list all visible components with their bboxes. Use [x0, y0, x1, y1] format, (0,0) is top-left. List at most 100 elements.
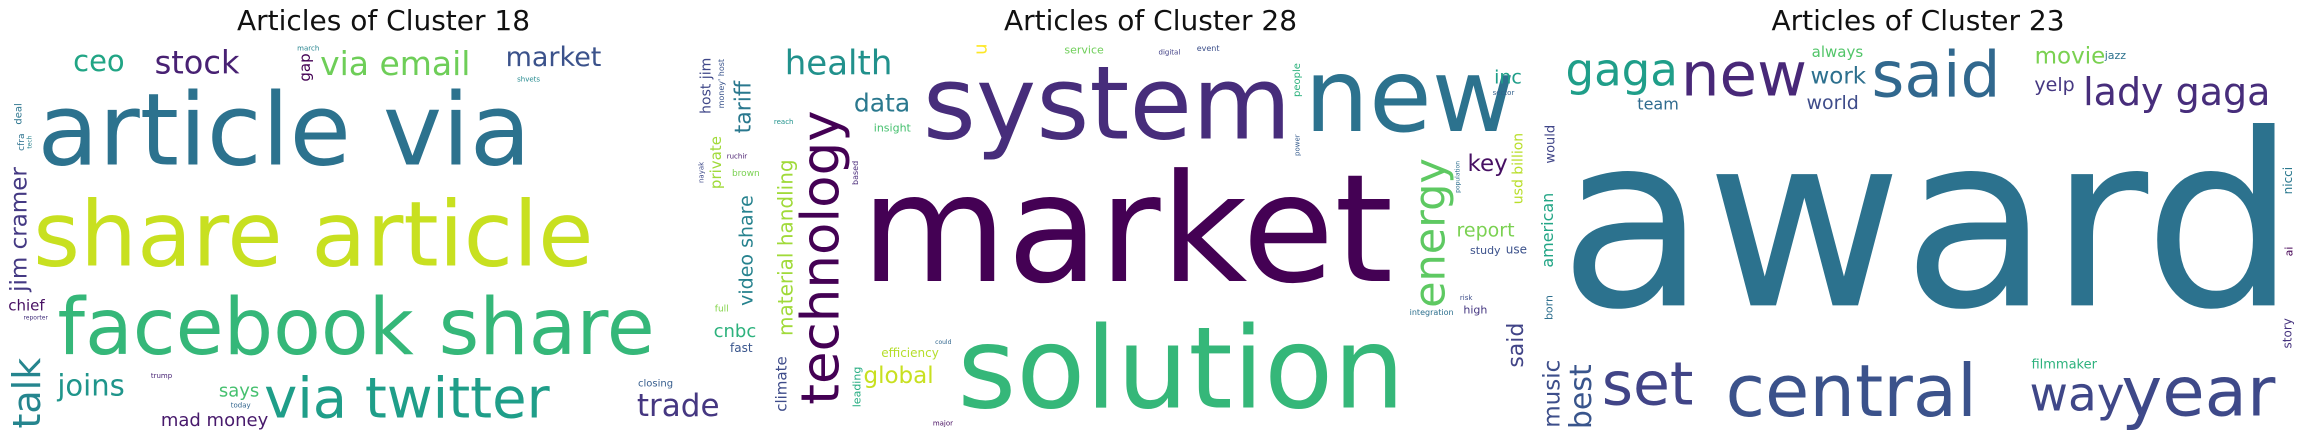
word-filmmaker: filmmaker — [2031, 357, 2097, 372]
word-host-jim: host jim — [699, 58, 715, 114]
word-technology: technology — [790, 110, 851, 404]
word-gap: gap — [296, 53, 314, 81]
word-jim-cramer: jim cramer — [8, 167, 33, 293]
word-nicci: nicci — [2281, 167, 2295, 194]
word-central: central — [1725, 349, 1976, 431]
word-full: full — [715, 305, 729, 315]
word-nayak: nayak — [698, 161, 706, 183]
word-sector: sector — [1493, 89, 1515, 97]
word-brown: brown — [732, 169, 760, 179]
word-set: set — [1602, 349, 1694, 419]
word-ceo: ceo — [73, 44, 125, 78]
cluster-18-panel: Articles of Cluster 18 share article arti… — [0, 0, 767, 435]
word-leading: leading — [850, 367, 863, 408]
word-tariff: tariff — [731, 80, 756, 133]
word-people: people — [1292, 63, 1303, 97]
word-always: always — [1812, 44, 1864, 61]
word-health: health — [785, 44, 893, 83]
word-share-article: share article — [33, 183, 593, 288]
word-digital: digital — [1159, 48, 1181, 56]
word-way: way — [2030, 368, 2125, 423]
word-award: award — [1559, 82, 2296, 362]
cluster-18-title: Articles of Cluster 18 — [236, 4, 531, 37]
word-energy: energy — [1405, 158, 1455, 308]
word-key: key — [1467, 151, 1507, 177]
word-would: would — [1544, 125, 1559, 164]
word-said: said — [1504, 323, 1528, 368]
word-event: event — [1197, 44, 1220, 53]
word-market: market — [861, 143, 1393, 317]
word-global: global — [863, 363, 933, 389]
word-insight: insight — [874, 121, 912, 134]
word-stock: stock — [155, 44, 240, 81]
word-data: data — [854, 89, 910, 118]
word-says: says — [219, 381, 259, 402]
word-material-handling: material handling — [774, 159, 798, 336]
word-team: team — [1637, 94, 1679, 113]
word-article-via: article via — [37, 71, 531, 188]
word-money-host: money' host — [717, 59, 726, 108]
word-study: study — [1470, 244, 1501, 257]
word-inc: inc — [1494, 67, 1522, 89]
word-lady-gaga: lady gaga — [2083, 70, 2270, 114]
word-use: use — [1506, 243, 1527, 257]
word-private: private — [707, 136, 725, 189]
word-major: major — [933, 420, 953, 428]
word-new: new — [1681, 44, 1807, 111]
word-reporter: reporter — [23, 314, 48, 321]
cluster-23-panel: Articles of Cluster 23 award central year s… — [1534, 0, 2302, 435]
word-best: best — [1564, 364, 1599, 429]
word-ai: ai — [2282, 247, 2295, 257]
word-u: u — [971, 44, 992, 55]
word-integration: integration — [1410, 308, 1454, 317]
word-work: work — [1810, 63, 1866, 89]
word-american: american — [1540, 193, 1557, 268]
word-tech: tech — [26, 135, 33, 148]
word-march: march — [297, 45, 319, 53]
word-world: world — [1806, 92, 1858, 114]
word-new: new — [1304, 44, 1515, 156]
word-usd-billion: usd billion — [1511, 133, 1527, 204]
word-reach: reach — [774, 118, 794, 126]
word-story: story — [2280, 318, 2294, 348]
word-market: market — [506, 44, 602, 73]
word-solution: solution — [957, 303, 1404, 431]
word-jazz: jazz — [2104, 49, 2127, 62]
word-yelp: yelp — [2034, 74, 2074, 96]
word-via-email: via email — [320, 44, 470, 83]
word-trade: trade — [637, 388, 720, 424]
word-power: power — [1294, 134, 1302, 156]
word-via-twitter: via twitter — [264, 366, 551, 431]
word-movie: movie — [2035, 44, 2106, 69]
cluster-28-title: Articles of Cluster 28 — [1003, 4, 1298, 37]
cluster-18-wordcloud: share article article via facebook share vi… — [8, 44, 761, 431]
word-born: born — [1543, 295, 1556, 320]
word-report: report — [1456, 219, 1514, 241]
word-gaga: gaga — [1566, 44, 1678, 97]
word-based: based — [851, 161, 860, 185]
word-mad-money: mad money — [161, 410, 269, 431]
word-closing: closing — [638, 379, 673, 390]
word-music: music — [1540, 360, 1565, 428]
word-shvets: shvets — [517, 76, 540, 84]
word-chief: chief — [8, 297, 45, 315]
word-system: system — [923, 44, 1292, 163]
word-ruchir: ruchir — [727, 153, 748, 161]
word-efficiency: efficiency — [881, 346, 939, 360]
word-fast: fast — [730, 341, 753, 355]
word-cfra: cfra — [17, 133, 27, 150]
word-population: population — [1455, 161, 1462, 193]
cluster-23-wordcloud: award central year said new lady gaga gaga set b… — [1540, 44, 2296, 431]
word-could: could — [935, 339, 951, 346]
word-joins: joins — [56, 369, 124, 403]
word-trump: trump — [151, 372, 173, 380]
word-talk: talk — [8, 358, 49, 429]
cluster-28-wordcloud: market system solution new technology energy h… — [773, 44, 1528, 431]
cluster-23-title: Articles of Cluster 23 — [1771, 4, 2065, 37]
word-deal: deal — [14, 103, 25, 124]
word-service: service — [1064, 44, 1104, 57]
word-said: said — [1872, 44, 2001, 112]
